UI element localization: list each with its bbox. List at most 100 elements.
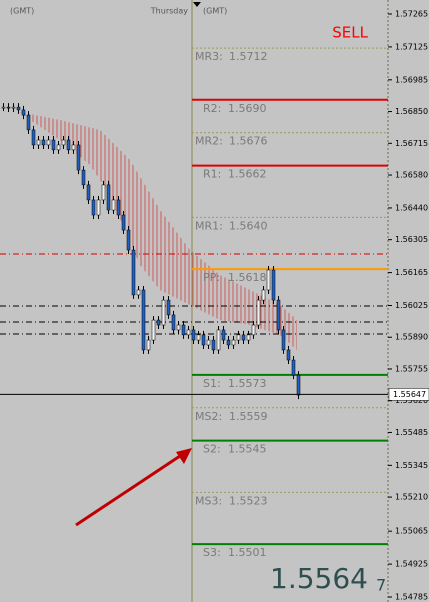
candle: [241, 334, 246, 341]
pivot-name: MS2:: [195, 410, 222, 423]
axis-label: 1.54925: [395, 560, 428, 569]
pivot-name: S1:: [203, 377, 221, 390]
pivot-price: 1.5559: [229, 410, 268, 423]
candle: [281, 329, 286, 351]
candle: [211, 339, 216, 351]
pivot-price: 1.5640: [229, 219, 268, 232]
candle: [101, 184, 106, 201]
axis-label: 1.54785: [395, 593, 428, 602]
axis-label: 1.55210: [395, 493, 428, 502]
candle: [121, 214, 126, 231]
candle: [11, 106, 16, 109]
price-tag-box: [388, 388, 429, 401]
arrow-head: [176, 448, 192, 464]
axis-label: 1.56440: [395, 203, 428, 212]
candle: [221, 329, 226, 341]
candle: [291, 359, 296, 376]
candle: [36, 139, 41, 146]
pivot-name: MR2:: [195, 135, 223, 148]
candle: [216, 329, 221, 351]
candle: [46, 139, 51, 146]
candle: [21, 109, 26, 116]
day-label: Thursday: [150, 7, 188, 16]
big-price: 1.5564: [270, 562, 368, 595]
candle: [271, 269, 276, 301]
ma-cloud: [20, 112, 297, 350]
candle: [61, 139, 66, 146]
candle: [96, 199, 101, 216]
candle: [41, 139, 46, 146]
axis-label: 1.55620: [395, 396, 428, 405]
axis-label: 1.55345: [395, 461, 428, 470]
candle: [56, 144, 61, 151]
candle: [126, 229, 131, 251]
candle: [246, 334, 251, 341]
candle: [1, 106, 6, 109]
candle: [226, 339, 231, 346]
candle: [26, 114, 31, 131]
day-marker: [193, 2, 201, 7]
axis-label: 1.57125: [395, 42, 428, 51]
axis-label: 1.56165: [395, 268, 428, 277]
pivot-name: MS3:: [195, 494, 222, 507]
candle: [196, 334, 201, 341]
candle: [186, 329, 191, 336]
candle: [176, 324, 181, 331]
timezone-label: (GMT): [10, 7, 34, 16]
arrow-shaft: [75, 450, 187, 527]
pivot-price: 1.5712: [229, 50, 268, 63]
pivot-price: 1.5690: [228, 102, 267, 115]
candle: [31, 129, 36, 146]
candle: [251, 324, 256, 336]
candle: [231, 339, 236, 346]
pivot-name: MR1:: [195, 219, 223, 232]
candle: [141, 289, 146, 351]
candle: [116, 199, 121, 216]
axis-label: 1.56580: [395, 171, 428, 180]
pivot-name: PP:: [203, 271, 220, 284]
pivot-price: 1.5545: [228, 443, 267, 456]
candle: [86, 184, 91, 201]
candle: [286, 349, 291, 361]
candle: [81, 169, 86, 186]
axis-label: 1.56715: [395, 139, 428, 148]
candle: [166, 299, 171, 316]
pivot-name: MR3:: [195, 50, 223, 63]
candle: [71, 144, 76, 151]
candle: [66, 139, 71, 151]
candle: [51, 139, 56, 151]
axis-label: 1.55890: [395, 333, 428, 342]
pivot-name: R2:: [203, 102, 221, 115]
candle: [146, 339, 151, 351]
pivot-price: 1.5662: [228, 168, 267, 181]
candle: [131, 249, 136, 296]
pivot-name: R1:: [203, 168, 221, 181]
candle: [76, 144, 81, 171]
pivot-name: S3:: [203, 546, 221, 559]
candle: [161, 299, 166, 326]
candle: [236, 334, 241, 341]
timezone-label: (GMT): [203, 7, 227, 16]
candle: [266, 269, 271, 291]
axis-label: 1.57265: [395, 10, 428, 19]
candle: [206, 339, 211, 346]
candle: [256, 299, 261, 326]
candle: [296, 374, 301, 396]
candle: [261, 289, 266, 301]
axis-label: 1.56850: [395, 107, 428, 116]
candle: [151, 319, 156, 341]
pivot-price: 1.5523: [229, 494, 268, 507]
candle: [156, 319, 161, 326]
axis-label: 1.55485: [395, 428, 428, 437]
axis-label: 1.55065: [395, 527, 428, 536]
candle: [181, 324, 186, 336]
candle: [171, 314, 176, 331]
pivot-price: 1.5618: [228, 271, 267, 284]
candle: [111, 199, 116, 211]
candle: [191, 329, 196, 341]
axis-label: 1.56985: [395, 75, 428, 84]
axis-label: 1.56305: [395, 235, 428, 244]
candle: [276, 299, 281, 331]
